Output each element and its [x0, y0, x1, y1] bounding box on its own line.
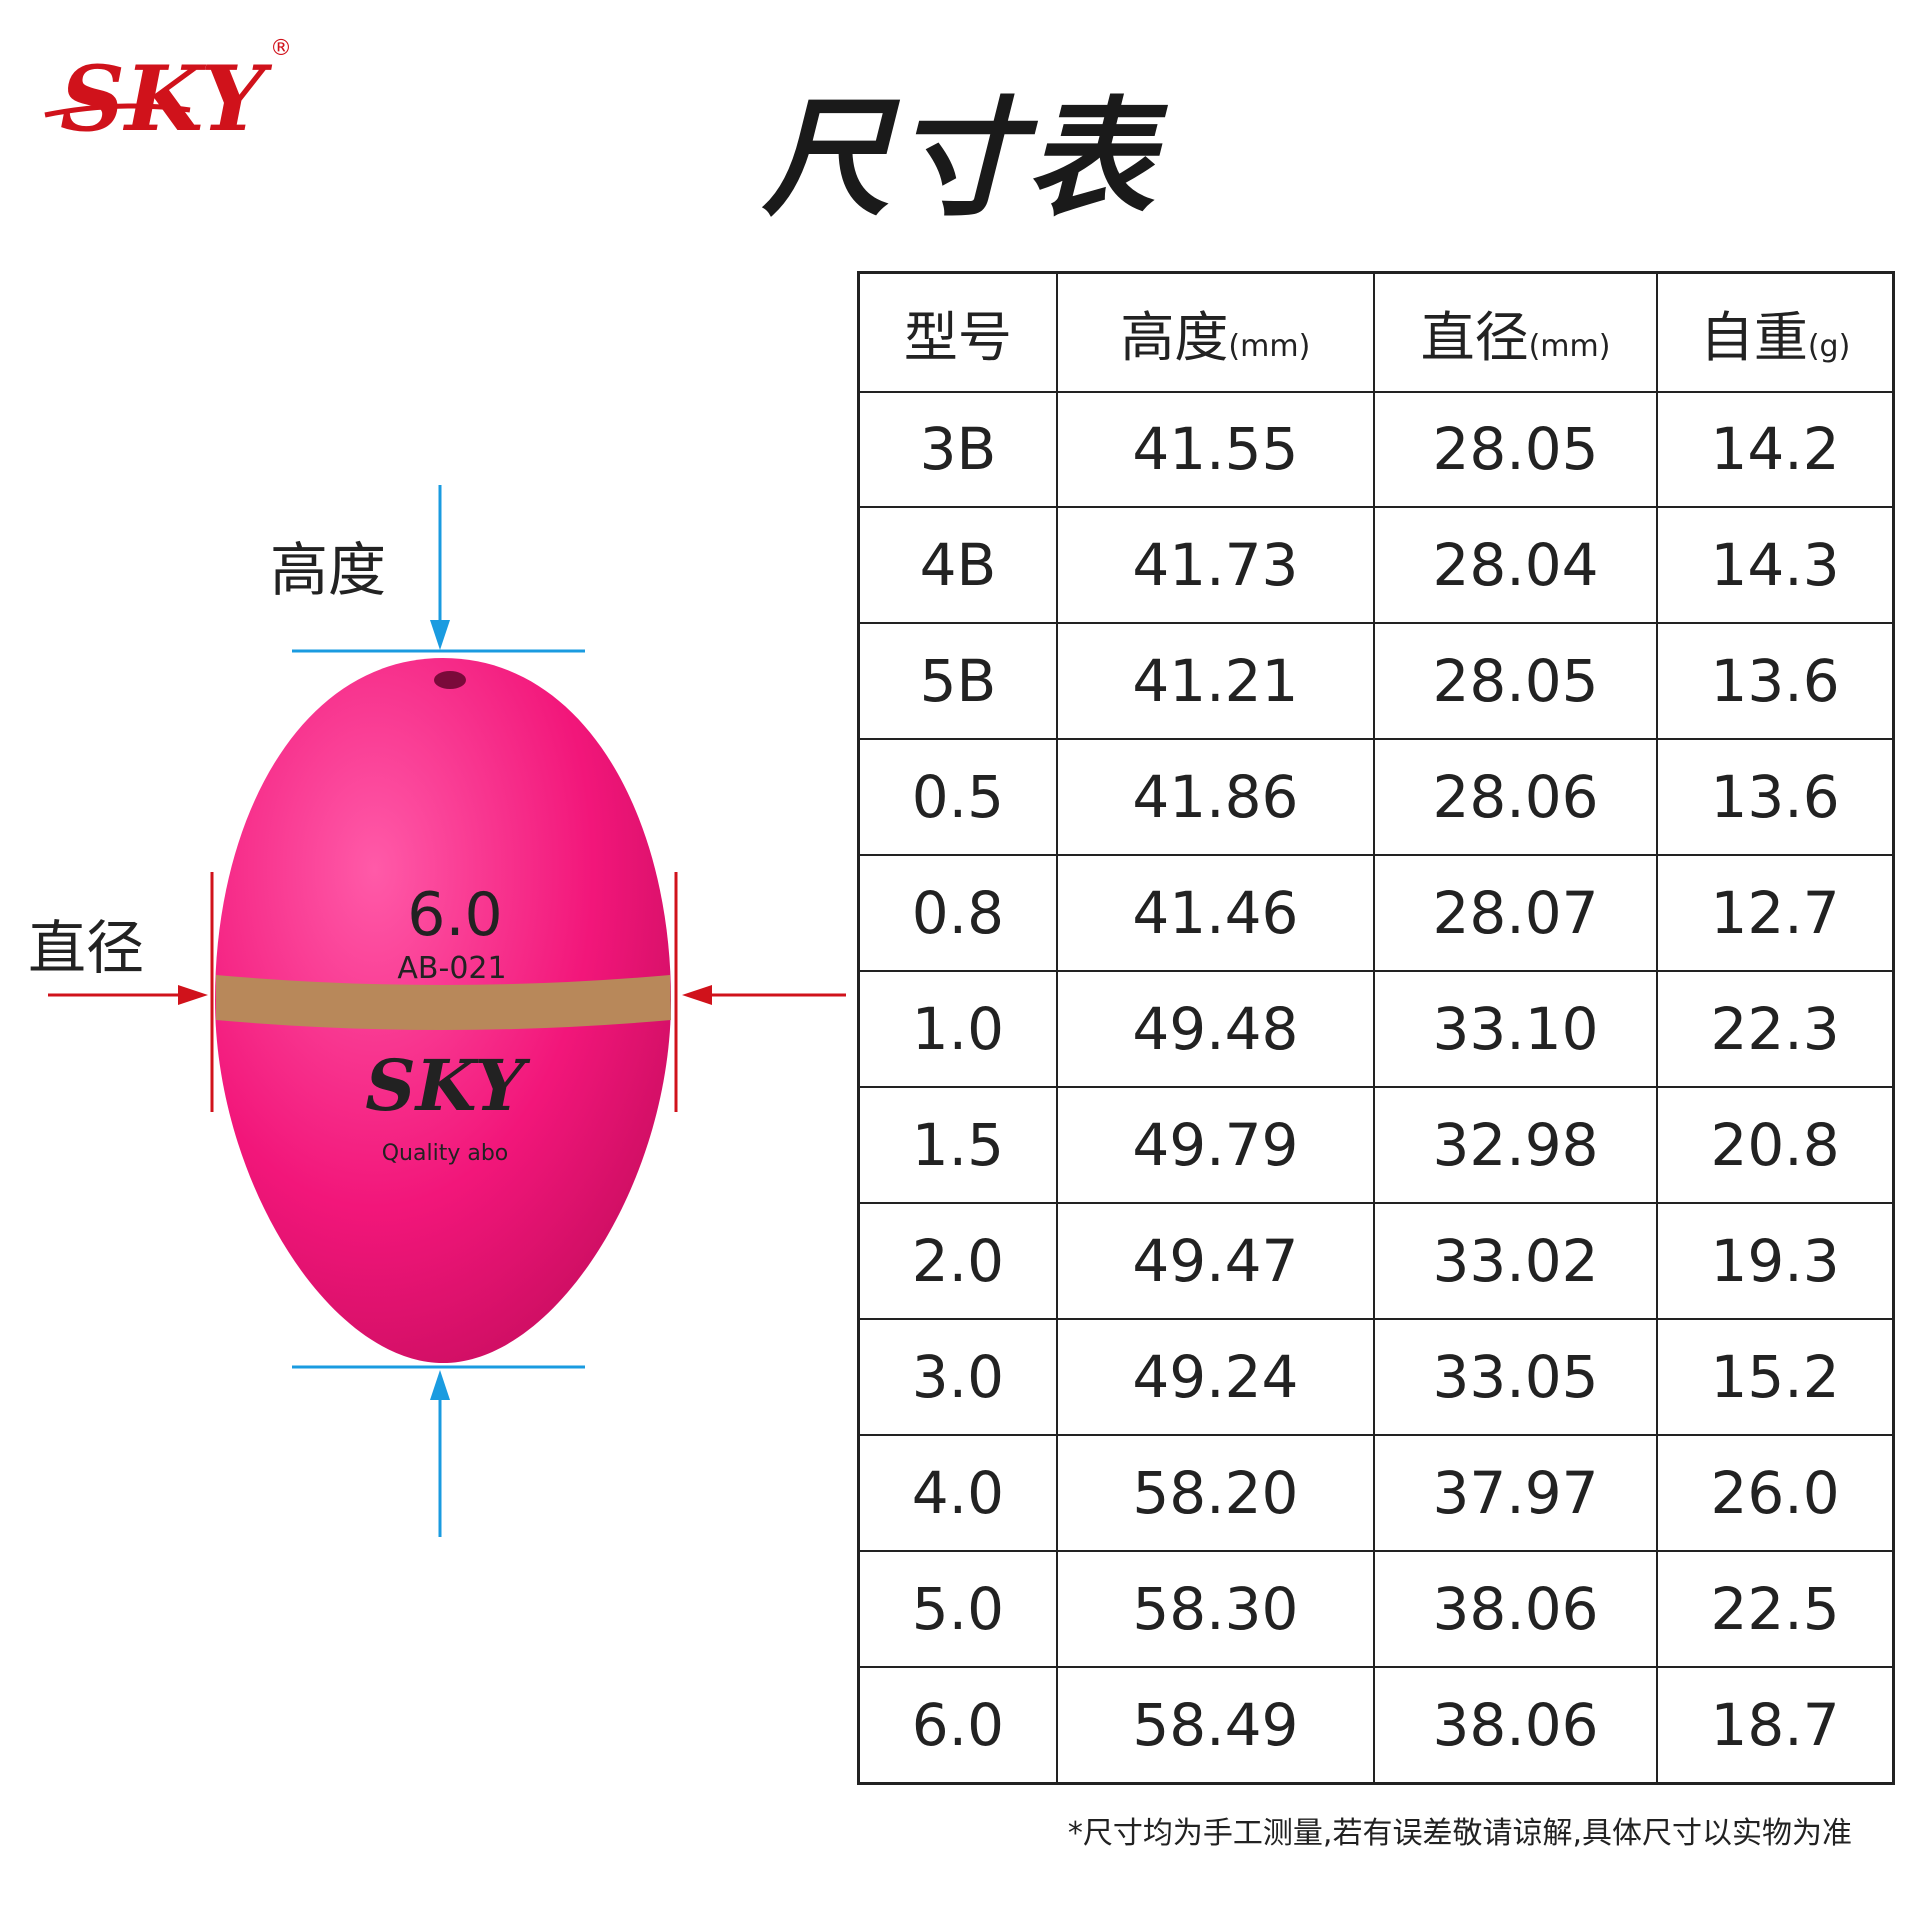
- cell-model: 1.0: [857, 970, 1058, 1089]
- printed-model: AB-021: [397, 951, 506, 986]
- table-row: 5B 41.21 28.05 13.6: [857, 622, 1895, 741]
- diameter-marker: [48, 872, 846, 1112]
- cell-model: 5.0: [857, 1549, 1058, 1668]
- table-row: 6.0 58.49 38.06 18.7: [857, 1665, 1895, 1785]
- header-weight: 自重(g): [1656, 271, 1895, 393]
- cell-model: 4B: [857, 506, 1058, 625]
- cell-height: 58.20: [1055, 1433, 1375, 1552]
- svg-text:®: ®: [270, 36, 292, 61]
- cell-diameter: 28.05: [1372, 390, 1659, 509]
- diameter-label: 直径: [28, 914, 144, 982]
- table-row: 3B 41.55 28.05 14.2: [857, 390, 1895, 509]
- height-label: 高度: [270, 536, 386, 604]
- cell-height: 49.24: [1055, 1317, 1375, 1436]
- cell-diameter: 38.06: [1372, 1549, 1659, 1668]
- cell-diameter: 32.98: [1372, 1086, 1659, 1204]
- cell-diameter: 37.97: [1372, 1433, 1659, 1552]
- cell-model: 3B: [857, 390, 1058, 509]
- cell-diameter: 28.06: [1372, 738, 1659, 857]
- cell-diameter: 33.10: [1372, 970, 1659, 1089]
- printed-slogan: Quality abo: [382, 1141, 509, 1166]
- cell-model: 0.5: [857, 738, 1058, 857]
- cell-diameter: 28.07: [1372, 854, 1659, 973]
- cell-diameter: 28.05: [1372, 622, 1659, 741]
- cell-weight: 13.6: [1656, 622, 1895, 741]
- cell-model: 2.0: [857, 1201, 1058, 1320]
- cell-height: 49.79: [1055, 1086, 1375, 1204]
- header-height: 高度(mm): [1055, 271, 1375, 393]
- cell-diameter: 33.05: [1372, 1317, 1659, 1436]
- float-hole: [434, 671, 466, 689]
- table-row: 4.0 58.20 37.97 26.0: [857, 1433, 1895, 1552]
- cell-model: 0.8: [857, 854, 1058, 973]
- cell-weight: 14.3: [1656, 506, 1895, 625]
- cell-height: 41.21: [1055, 622, 1375, 741]
- cell-height: 41.46: [1055, 854, 1375, 973]
- cell-weight: 19.3: [1656, 1201, 1895, 1320]
- cell-diameter: 33.02: [1372, 1201, 1659, 1320]
- footnote: *尺寸均为手工测量,若有误差敬请谅解,具体尺寸以实物为准: [1067, 1816, 1852, 1851]
- cell-height: 58.49: [1055, 1665, 1375, 1785]
- table-row: 5.0 58.30 38.06 22.5: [857, 1549, 1895, 1668]
- cell-weight: 15.2: [1656, 1317, 1895, 1436]
- table-header-row: 型号 高度(mm) 直径(mm) 自重(g): [857, 271, 1895, 393]
- height-marker: [292, 485, 585, 1537]
- cell-height: 58.30: [1055, 1549, 1375, 1668]
- header-diameter: 直径(mm): [1372, 271, 1659, 393]
- cell-model: 6.0: [857, 1665, 1058, 1785]
- table-row: 0.8 41.46 28.07 12.7: [857, 854, 1895, 973]
- cell-weight: 18.7: [1656, 1665, 1895, 1785]
- table-row: 1.5 49.79 32.98 20.8: [857, 1086, 1895, 1204]
- svg-text:SKY: SKY: [60, 46, 273, 152]
- cell-model: 1.5: [857, 1086, 1058, 1204]
- cell-height: 49.48: [1055, 970, 1375, 1089]
- table-row: 2.0 49.47 33.02 19.3: [857, 1201, 1895, 1320]
- cell-height: 41.55: [1055, 390, 1375, 509]
- table-row: 0.5 41.86 28.06 13.6: [857, 738, 1895, 857]
- cell-weight: 20.8: [1656, 1086, 1895, 1204]
- size-table: 型号 高度(mm) 直径(mm) 自重(g) 3B 41.55 28.05 14.2 4…: [857, 271, 1895, 1785]
- cell-weight: 26.0: [1656, 1433, 1895, 1552]
- cell-model: 3.0: [857, 1317, 1058, 1436]
- cell-diameter: 38.06: [1372, 1665, 1659, 1785]
- table-row: 4B 41.73 28.04 14.3: [857, 506, 1895, 625]
- printed-size: 6.0: [407, 880, 502, 950]
- table-row: 1.0 49.48 33.10 22.3: [857, 970, 1895, 1089]
- product-diagram: 6.0 AB-021 SKY Quality abo 高度 直径: [28, 485, 846, 1537]
- cell-diameter: 28.04: [1372, 506, 1659, 625]
- cell-weight: 22.5: [1656, 1549, 1895, 1668]
- cell-weight: 14.2: [1656, 390, 1895, 509]
- cell-model: 4.0: [857, 1433, 1058, 1552]
- cell-weight: 13.6: [1656, 738, 1895, 857]
- cell-height: 49.47: [1055, 1201, 1375, 1320]
- header-model: 型号: [857, 271, 1058, 393]
- float-band: [216, 975, 671, 1030]
- cell-weight: 12.7: [1656, 854, 1895, 973]
- cell-height: 41.73: [1055, 506, 1375, 625]
- cell-weight: 22.3: [1656, 970, 1895, 1089]
- page-title: 尺寸表: [761, 85, 1158, 234]
- cell-height: 41.86: [1055, 738, 1375, 857]
- table-row: 3.0 49.24 33.05 15.2: [857, 1317, 1895, 1436]
- brand-logo: SKY ®: [44, 36, 292, 152]
- cell-model: 5B: [857, 622, 1058, 741]
- printed-brand: SKY: [365, 1044, 531, 1127]
